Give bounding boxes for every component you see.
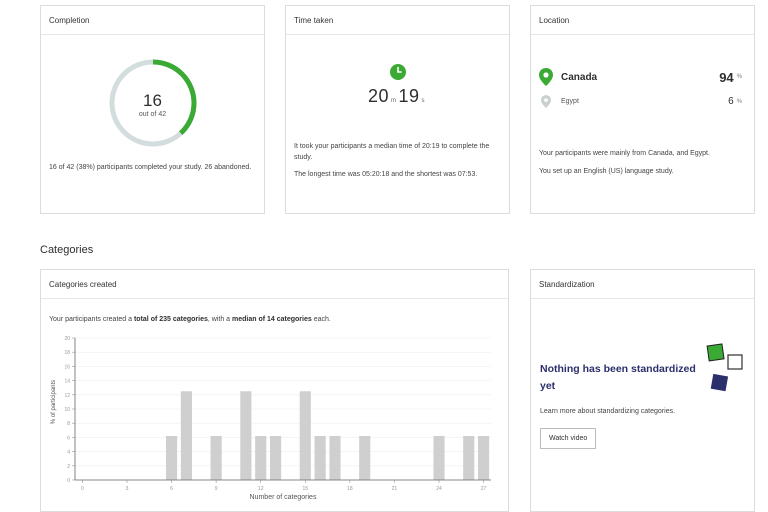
y-tick-label: 16	[64, 364, 70, 370]
location-row-egypt: Egypt 6%	[539, 95, 742, 108]
standardize-illustration-icon	[706, 343, 743, 392]
x-tick-label: 27	[481, 486, 487, 492]
intro-text: each.	[311, 316, 331, 323]
x-axis-label: Number of categories	[250, 494, 317, 501]
green-square-shape	[706, 343, 725, 362]
x-tick-label: 21	[392, 486, 398, 492]
chart-bar	[478, 435, 490, 480]
completion-ring-graphic	[109, 59, 196, 147]
chart-bar	[299, 391, 311, 480]
y-tick-label: 4	[67, 450, 70, 456]
y-tick-label: 2	[67, 464, 70, 470]
location-value: 94	[719, 69, 734, 85]
median-time: 20 m 19 s	[294, 86, 501, 107]
seconds-unit: s	[421, 98, 426, 104]
x-tick-label: 3	[126, 486, 129, 492]
categories-intro: Your participants created a total of 235…	[49, 314, 331, 325]
categories-heading: Categories	[40, 244, 94, 256]
x-tick-label: 6	[170, 486, 173, 492]
location-value: 6	[728, 96, 734, 107]
location-summary-2: You set up an English (US) language stud…	[539, 168, 674, 175]
standardization-learn-more: Learn more about standardizing categorie…	[540, 408, 676, 415]
map-pin-icon	[541, 95, 551, 108]
clock-icon	[389, 64, 406, 80]
time-summary-2: The longest time was 05:20:18 and the sh…	[294, 171, 478, 178]
completion-ring: 16 out of 42	[108, 58, 198, 148]
categories-title: Categories created	[41, 270, 508, 299]
completion-summary: 16 of 42 (38%) participants completed yo…	[49, 164, 252, 171]
chart-bar	[329, 435, 341, 480]
location-country: Canada	[561, 71, 598, 83]
location-summary-1: Your participants were mainly from Canad…	[539, 150, 710, 157]
time-taken-card: Time taken 20 m 19 s It took your participa…	[285, 5, 510, 214]
chart-bar	[463, 435, 475, 480]
chart-bar	[180, 391, 192, 480]
chart-bar	[166, 435, 178, 480]
minutes-unit: m	[391, 98, 397, 104]
location-country: Egypt	[561, 98, 579, 105]
x-tick-label: 24	[436, 486, 442, 492]
location-title: Location	[531, 6, 754, 35]
x-tick-label: 18	[347, 486, 353, 492]
x-tick-label: 15	[303, 486, 309, 492]
chart-bar	[359, 435, 371, 480]
y-axis-label: % of participants	[51, 380, 57, 424]
intro-text: , with a	[207, 316, 233, 323]
completion-title: Completion	[41, 6, 264, 35]
standardization-card: Standardization Nothing has been standar…	[530, 269, 755, 512]
chart-bar	[210, 435, 222, 480]
watch-video-button[interactable]: Watch video	[540, 428, 597, 449]
intro-median: median of 14 categories	[232, 316, 312, 323]
y-tick-label: 18	[64, 350, 70, 356]
location-card: Location Canada 94% Egypt 6% Your partic…	[530, 5, 755, 214]
y-tick-label: 14	[64, 379, 70, 385]
x-tick-label: 12	[258, 486, 264, 492]
y-tick-label: 0	[67, 478, 70, 484]
location-percent-sign: %	[736, 74, 742, 80]
time-title: Time taken	[286, 6, 509, 35]
median-seconds: 19	[398, 86, 420, 106]
location-percent-sign: %	[736, 98, 742, 105]
ring-progress	[109, 59, 196, 147]
completion-card: Completion 16 out of 42 16 of 42 (38%) p…	[40, 5, 265, 214]
median-minutes: 20	[367, 86, 389, 106]
intro-text: Your participants created a	[49, 316, 134, 323]
x-tick-label: 9	[215, 486, 218, 492]
y-tick-label: 6	[67, 435, 70, 441]
standardization-headline: Nothing has been standardized yet	[540, 363, 696, 392]
completed-count: 16	[143, 91, 162, 110]
completed-of-label: out of 42	[138, 111, 167, 118]
chart-bar	[314, 435, 326, 480]
location-row-canada: Canada 94%	[539, 68, 742, 86]
y-tick-label: 20	[64, 336, 70, 342]
chart-bar	[255, 435, 267, 480]
navy-square-shape	[710, 373, 729, 392]
intro-total: total of 235 categories	[133, 316, 208, 323]
time-summary-1: It took your participants a median time …	[294, 143, 490, 161]
outline-square-shape	[727, 354, 743, 370]
chart-bar	[433, 435, 445, 480]
y-tick-label: 10	[64, 407, 70, 413]
chart-bar	[240, 391, 252, 480]
x-tick-label: 0	[81, 486, 84, 492]
standardization-title: Standardization	[531, 270, 754, 299]
map-pin-icon	[539, 68, 553, 86]
categories-created-card: Categories created Your participants cre…	[40, 269, 509, 512]
y-tick-label: 12	[64, 393, 70, 399]
y-tick-label: 8	[67, 421, 70, 427]
chart-bar	[270, 435, 282, 480]
